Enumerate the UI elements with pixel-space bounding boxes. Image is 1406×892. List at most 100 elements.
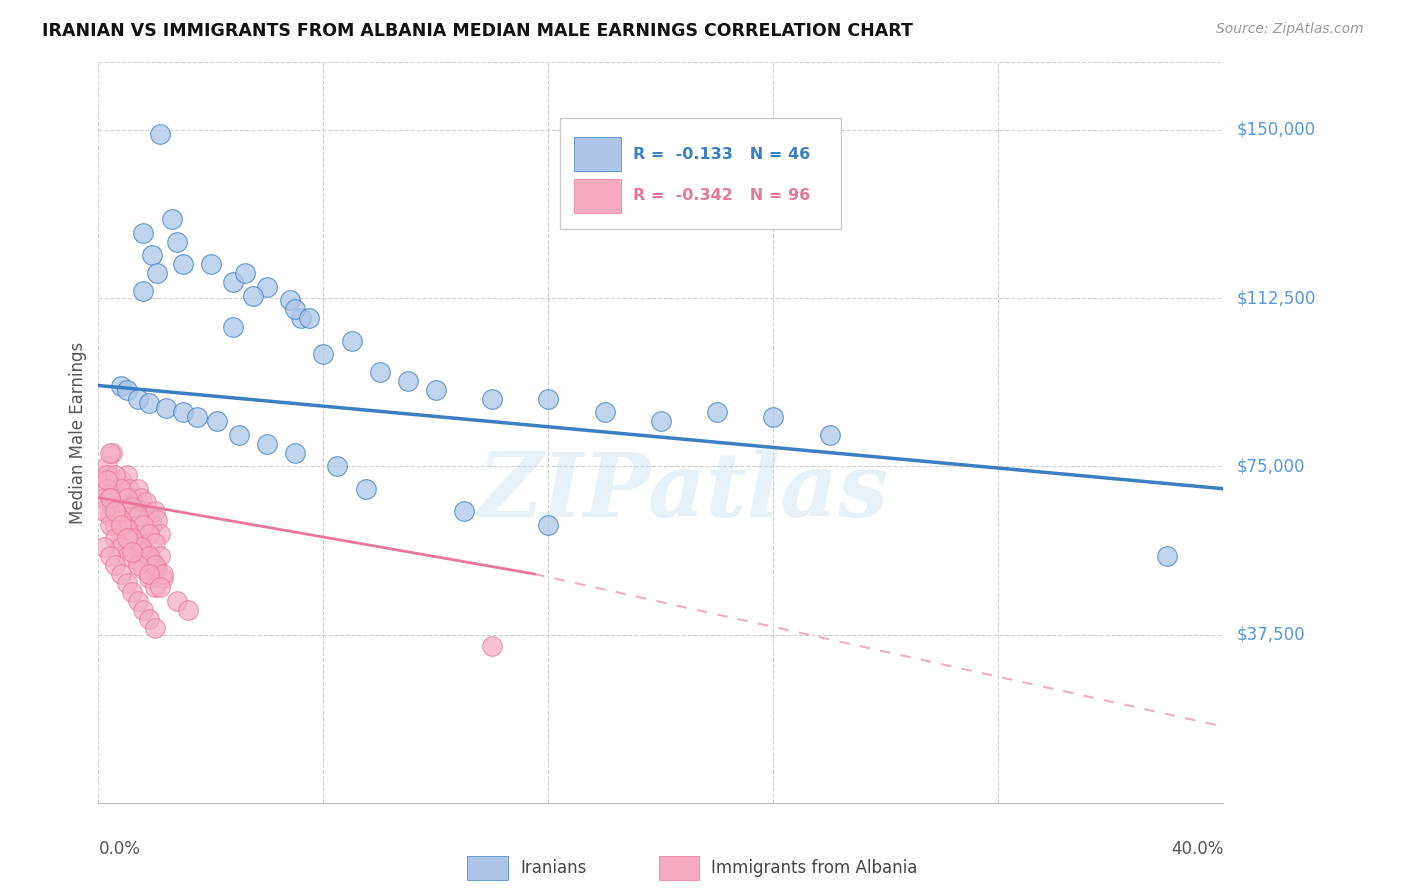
Point	[127, 553, 149, 567]
Point	[284, 446, 307, 460]
Text: $37,500: $37,500	[1237, 625, 1306, 643]
Point	[98, 508, 121, 523]
Point	[121, 500, 143, 514]
Point	[118, 482, 141, 496]
Text: Immigrants from Albania: Immigrants from Albania	[711, 859, 918, 877]
Point	[132, 285, 155, 299]
Point	[138, 553, 160, 567]
Point	[298, 311, 321, 326]
Point	[115, 491, 138, 505]
Point	[104, 531, 127, 545]
Point	[146, 266, 169, 280]
Point	[143, 562, 166, 576]
Point	[110, 473, 132, 487]
Point	[138, 612, 160, 626]
Point	[110, 378, 132, 392]
Point	[138, 526, 160, 541]
Point	[107, 508, 129, 523]
FancyBboxPatch shape	[560, 118, 841, 229]
Point	[818, 428, 841, 442]
Text: Source: ZipAtlas.com: Source: ZipAtlas.com	[1216, 22, 1364, 37]
Text: Iranians: Iranians	[520, 859, 586, 877]
Point	[141, 553, 163, 567]
Point	[149, 127, 172, 141]
Point	[104, 558, 127, 572]
Point	[129, 535, 152, 549]
Point	[222, 275, 245, 289]
Point	[155, 401, 177, 415]
Text: R =  -0.133   N = 46: R = -0.133 N = 46	[633, 147, 810, 161]
Point	[115, 535, 138, 549]
Point	[101, 491, 124, 505]
Point	[127, 508, 149, 523]
Point	[228, 428, 250, 442]
Point	[172, 257, 194, 271]
Point	[132, 517, 155, 532]
Point	[127, 594, 149, 608]
Point	[98, 473, 121, 487]
Point	[149, 526, 172, 541]
Point	[101, 500, 124, 514]
Point	[290, 311, 312, 326]
Point	[115, 383, 138, 397]
Point	[326, 459, 349, 474]
Point	[98, 549, 121, 563]
Point	[138, 396, 160, 410]
Point	[256, 437, 278, 451]
Text: 0.0%: 0.0%	[98, 840, 141, 858]
Point	[93, 504, 115, 518]
Point	[132, 562, 155, 576]
Point	[98, 517, 121, 532]
Point	[284, 302, 307, 317]
Point	[110, 540, 132, 554]
Point	[135, 544, 157, 558]
Point	[143, 581, 166, 595]
Point	[127, 392, 149, 406]
Point	[110, 517, 132, 532]
Point	[138, 508, 160, 523]
Point	[138, 566, 160, 581]
Point	[110, 566, 132, 581]
Point	[129, 491, 152, 505]
Point	[96, 468, 118, 483]
Point	[110, 482, 132, 496]
Point	[312, 347, 335, 361]
Point	[143, 535, 166, 549]
Point	[96, 473, 118, 487]
Point	[256, 280, 278, 294]
Point	[101, 446, 124, 460]
Point	[138, 549, 160, 563]
Point	[1156, 549, 1178, 563]
Point	[222, 320, 245, 334]
Point	[121, 544, 143, 558]
Point	[132, 504, 155, 518]
Point	[177, 603, 200, 617]
Point	[98, 491, 121, 505]
Point	[93, 491, 115, 505]
Point	[143, 621, 166, 635]
Text: $112,500: $112,500	[1237, 289, 1316, 307]
Point	[121, 585, 143, 599]
Point	[115, 531, 138, 545]
Point	[593, 405, 616, 419]
FancyBboxPatch shape	[574, 137, 621, 171]
Point	[110, 513, 132, 527]
Point	[233, 266, 256, 280]
Point	[152, 566, 174, 581]
Point	[115, 576, 138, 591]
Point	[104, 517, 127, 532]
Point	[96, 459, 118, 474]
Point	[650, 414, 672, 428]
Point	[396, 374, 419, 388]
Point	[112, 508, 135, 523]
Point	[118, 526, 141, 541]
Point	[132, 603, 155, 617]
Point	[453, 504, 475, 518]
Point	[98, 491, 121, 505]
Point	[481, 392, 503, 406]
Point	[205, 414, 228, 428]
Point	[141, 248, 163, 262]
Point	[166, 235, 188, 249]
Point	[118, 517, 141, 532]
Text: IRANIAN VS IMMIGRANTS FROM ALBANIA MEDIAN MALE EARNINGS CORRELATION CHART: IRANIAN VS IMMIGRANTS FROM ALBANIA MEDIA…	[42, 22, 912, 40]
